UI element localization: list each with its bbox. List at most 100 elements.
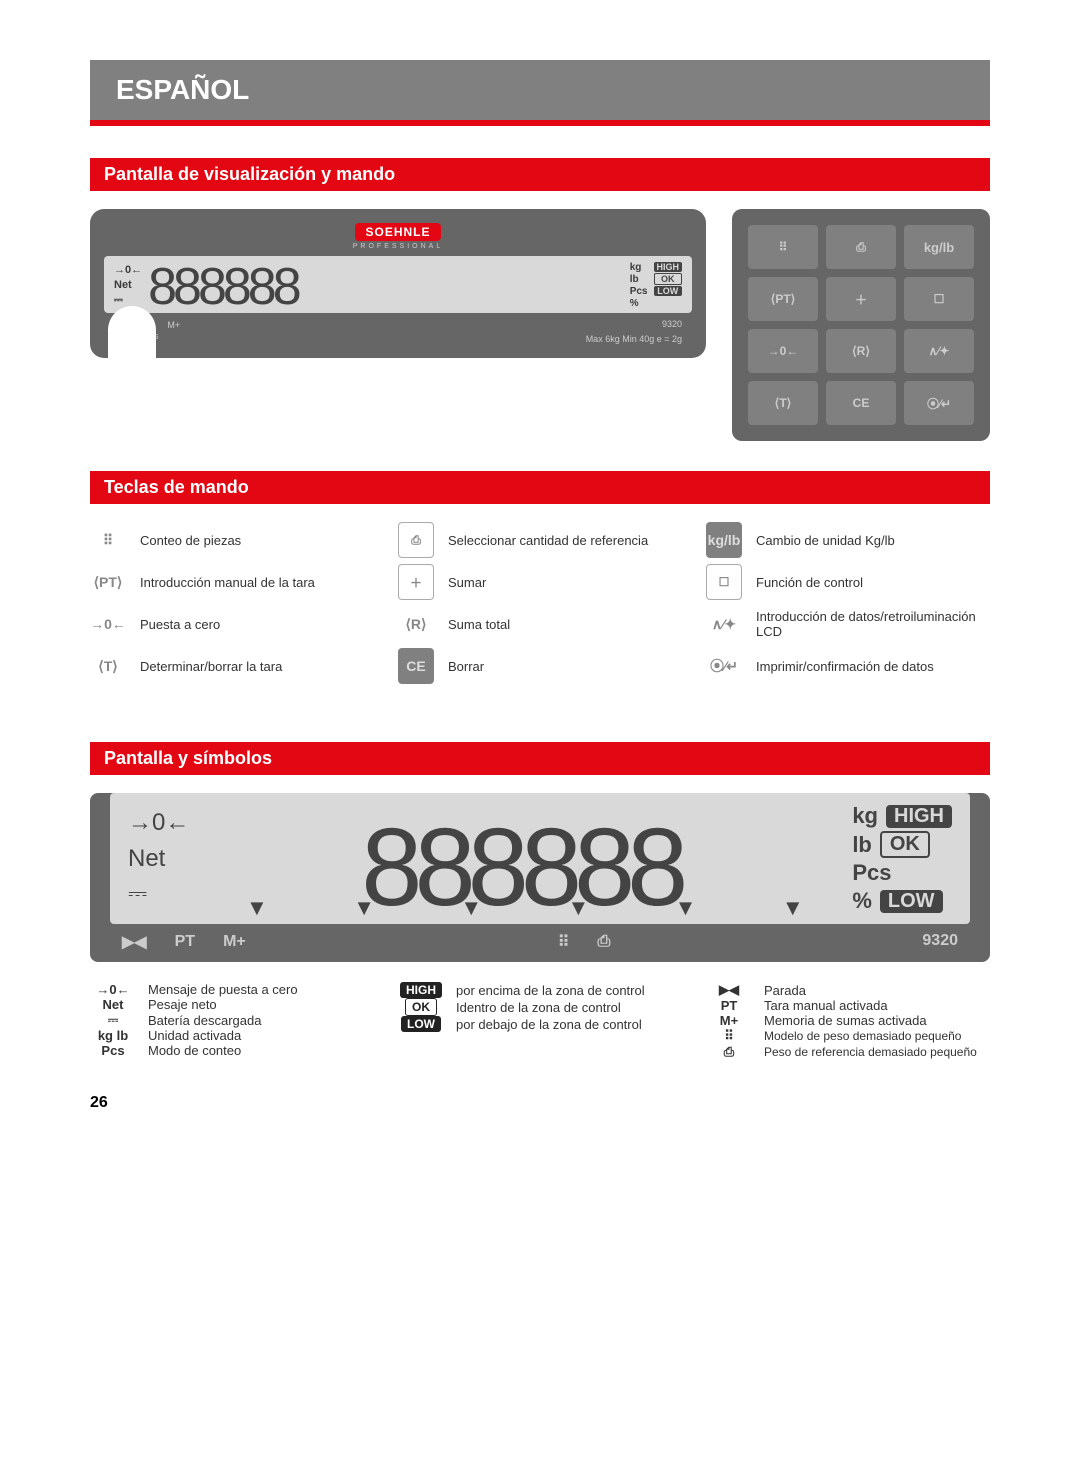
status-pt-big: PT (175, 933, 195, 951)
key-legend: ⠿ Conteo de piezas ⎙ Seleccionar cantidad … (90, 522, 990, 684)
big-lcd: →0← Net ⎓ 888888 ▼▼▼▼▼▼ kgHIGH lbOK PcsX… (110, 793, 970, 924)
status-wt-icon: ⠿ (558, 932, 570, 952)
sym-wt-text: Modelo de peso demasiado pequeño (764, 1029, 961, 1043)
legend-backlight-icon: ∧⁄✦ (706, 606, 742, 642)
big-lb: lb (852, 832, 872, 858)
legend-control-icon: ☐ (706, 564, 742, 600)
sym-high-text: por encima de la zona de control (456, 983, 645, 998)
sym-park-icon: ▶◀ (706, 982, 752, 998)
sym-zero-text: Mensaje de puesta a cero (148, 982, 298, 997)
legend-ref-icon: ⎙ (398, 522, 434, 558)
big-kg: kg (852, 803, 878, 829)
device-cutout (108, 306, 156, 360)
legend-tare-icon: ⟨T⟩ (90, 648, 126, 684)
unit-lb: lb (630, 274, 648, 285)
legend-ce-icon: CE (398, 648, 434, 684)
legend-pt-icon: ⟨PT⟩ (90, 564, 126, 600)
sym-zero-icon: →0← (90, 982, 136, 997)
sym-unit-text: Unidad activada (148, 1028, 241, 1043)
key-zero[interactable]: →0← (748, 329, 818, 373)
legend-plus-icon: ＋ (398, 564, 434, 600)
display-device: SOEHNLE PROFESSIONAL →0← Net ⎓ 888888 kg… (90, 209, 706, 358)
sym-ok-text: Identro de la zona de control (456, 1000, 621, 1015)
legend-count-icon: ⠿ (90, 522, 126, 558)
status-park-big: ▶◀ (122, 932, 147, 952)
sym-park-text: Parada (764, 983, 806, 998)
big-pcs: Pcs (852, 860, 891, 886)
tag-ok: OK (654, 273, 683, 285)
status-model-big: 9320 (922, 932, 958, 952)
status-mplus-big: M+ (223, 933, 246, 951)
sym-batt-icon: ⎓ (90, 1012, 136, 1028)
big-battery-icon: ⎓ (128, 880, 189, 908)
big-zero-icon: →0← (128, 809, 189, 837)
sym-pt-text: Tara manual activada (764, 998, 888, 1013)
key-kglb[interactable]: kg/lb (904, 225, 974, 269)
legend-print-icon: ⦿⁄↵ (706, 648, 742, 684)
big-high: HIGH (886, 805, 952, 828)
key-ce[interactable]: CE (826, 381, 896, 425)
section-keys-title: Teclas de mando (90, 471, 990, 504)
sym-mplus-text: Memoria de sumas activada (764, 1013, 927, 1028)
legend-count-text: Conteo de piezas (140, 533, 241, 548)
key-plus[interactable]: ＋ (826, 277, 896, 321)
device-specs: Max 6kg Min 40g e = 2g (586, 334, 682, 344)
lcd-digits: 888888 (148, 262, 624, 309)
keypad: ⠿ ⎙ kg/lb ⟨PT⟩ ＋ ☐ →0← ⟨R⟩ ∧⁄✦ ⟨T⟩ CE ⦿⁄… (732, 209, 990, 441)
sym-unit-icon: kg lb (90, 1028, 136, 1043)
key-print[interactable]: ⦿⁄↵ (904, 381, 974, 425)
legend-zero-text: Puesta a cero (140, 617, 220, 632)
brand-badge: SOEHNLE (355, 223, 440, 241)
symbol-legend: →0←Mensaje de puesta a cero NetPesaje ne… (90, 982, 990, 1060)
big-ok: OK (880, 831, 930, 858)
legend-kglb-icon: kg/lb (706, 522, 742, 558)
sym-pcs-text: Modo de conteo (148, 1043, 241, 1058)
legend-print-text: Imprimir/confirmación de datos (756, 659, 934, 674)
big-digits: 888888 ▼▼▼▼▼▼ (199, 803, 842, 914)
key-count[interactable]: ⠿ (748, 225, 818, 269)
sym-ok-icon: OK (405, 998, 437, 1016)
big-pct: % (852, 888, 872, 914)
sym-pcs-icon: Pcs (90, 1043, 136, 1058)
status-ref-icon: ⎙ (598, 933, 611, 951)
big-net-label: Net (128, 845, 189, 873)
section-symbols-title: Pantalla y símbolos (90, 742, 990, 775)
legend-ref-text: Seleccionar cantidad de referencia (448, 533, 648, 548)
legend-tare-text: Determinar/borrar la tara (140, 659, 282, 674)
sym-ref-icon: ⎙ (706, 1044, 752, 1060)
key-tare[interactable]: ⟨T⟩ (748, 381, 818, 425)
sym-high-icon: HIGH (400, 982, 442, 998)
big-lcd-wrap: →0← Net ⎓ 888888 ▼▼▼▼▼▼ kgHIGH lbOK PcsX… (90, 793, 990, 962)
sym-pt-icon: PT (706, 998, 752, 1013)
unit-pcs: Pcs (630, 286, 648, 297)
sym-wt-icon: ⠿ (706, 1028, 752, 1044)
legend-pt-text: Introducción manual de la tara (140, 575, 315, 590)
key-backlight[interactable]: ∧⁄✦ (904, 329, 974, 373)
unit-pct: % (630, 298, 648, 309)
sym-mplus-icon: M+ (706, 1013, 752, 1028)
unit-kg: kg (630, 262, 648, 273)
legend-backlight-text: Introducción de datos/retroiluminación L… (756, 609, 990, 639)
key-control[interactable]: ☐ (904, 277, 974, 321)
sym-net-icon: Net (90, 997, 136, 1012)
lcd-net-label: Net (114, 279, 142, 291)
page-number: 26 (90, 1094, 990, 1112)
key-r[interactable]: ⟨R⟩ (826, 329, 896, 373)
brand-subtitle: PROFESSIONAL (104, 243, 692, 250)
sym-batt-text: Batería descargada (148, 1013, 261, 1028)
key-pt[interactable]: ⟨PT⟩ (748, 277, 818, 321)
key-ref[interactable]: ⎙ (826, 225, 896, 269)
legend-control-text: Función de control (756, 575, 863, 590)
sym-low-text: por debajo de la zona de control (456, 1017, 642, 1032)
status-mplus: M+ (167, 320, 180, 330)
legend-kglb-text: Cambio de unidad Kg/lb (756, 533, 895, 548)
page-header: ESPAÑOL (90, 60, 990, 120)
device-row: SOEHNLE PROFESSIONAL →0← Net ⎓ 888888 kg… (90, 209, 990, 441)
big-low: LOW (880, 890, 943, 913)
tag-high: HIGH (654, 262, 683, 272)
tag-low: LOW (654, 286, 683, 296)
lcd-zero-icon: →0← (114, 264, 142, 276)
status-model: 9320 (662, 319, 682, 330)
legend-ce-text: Borrar (448, 659, 484, 674)
legend-plus-text: Sumar (448, 575, 486, 590)
